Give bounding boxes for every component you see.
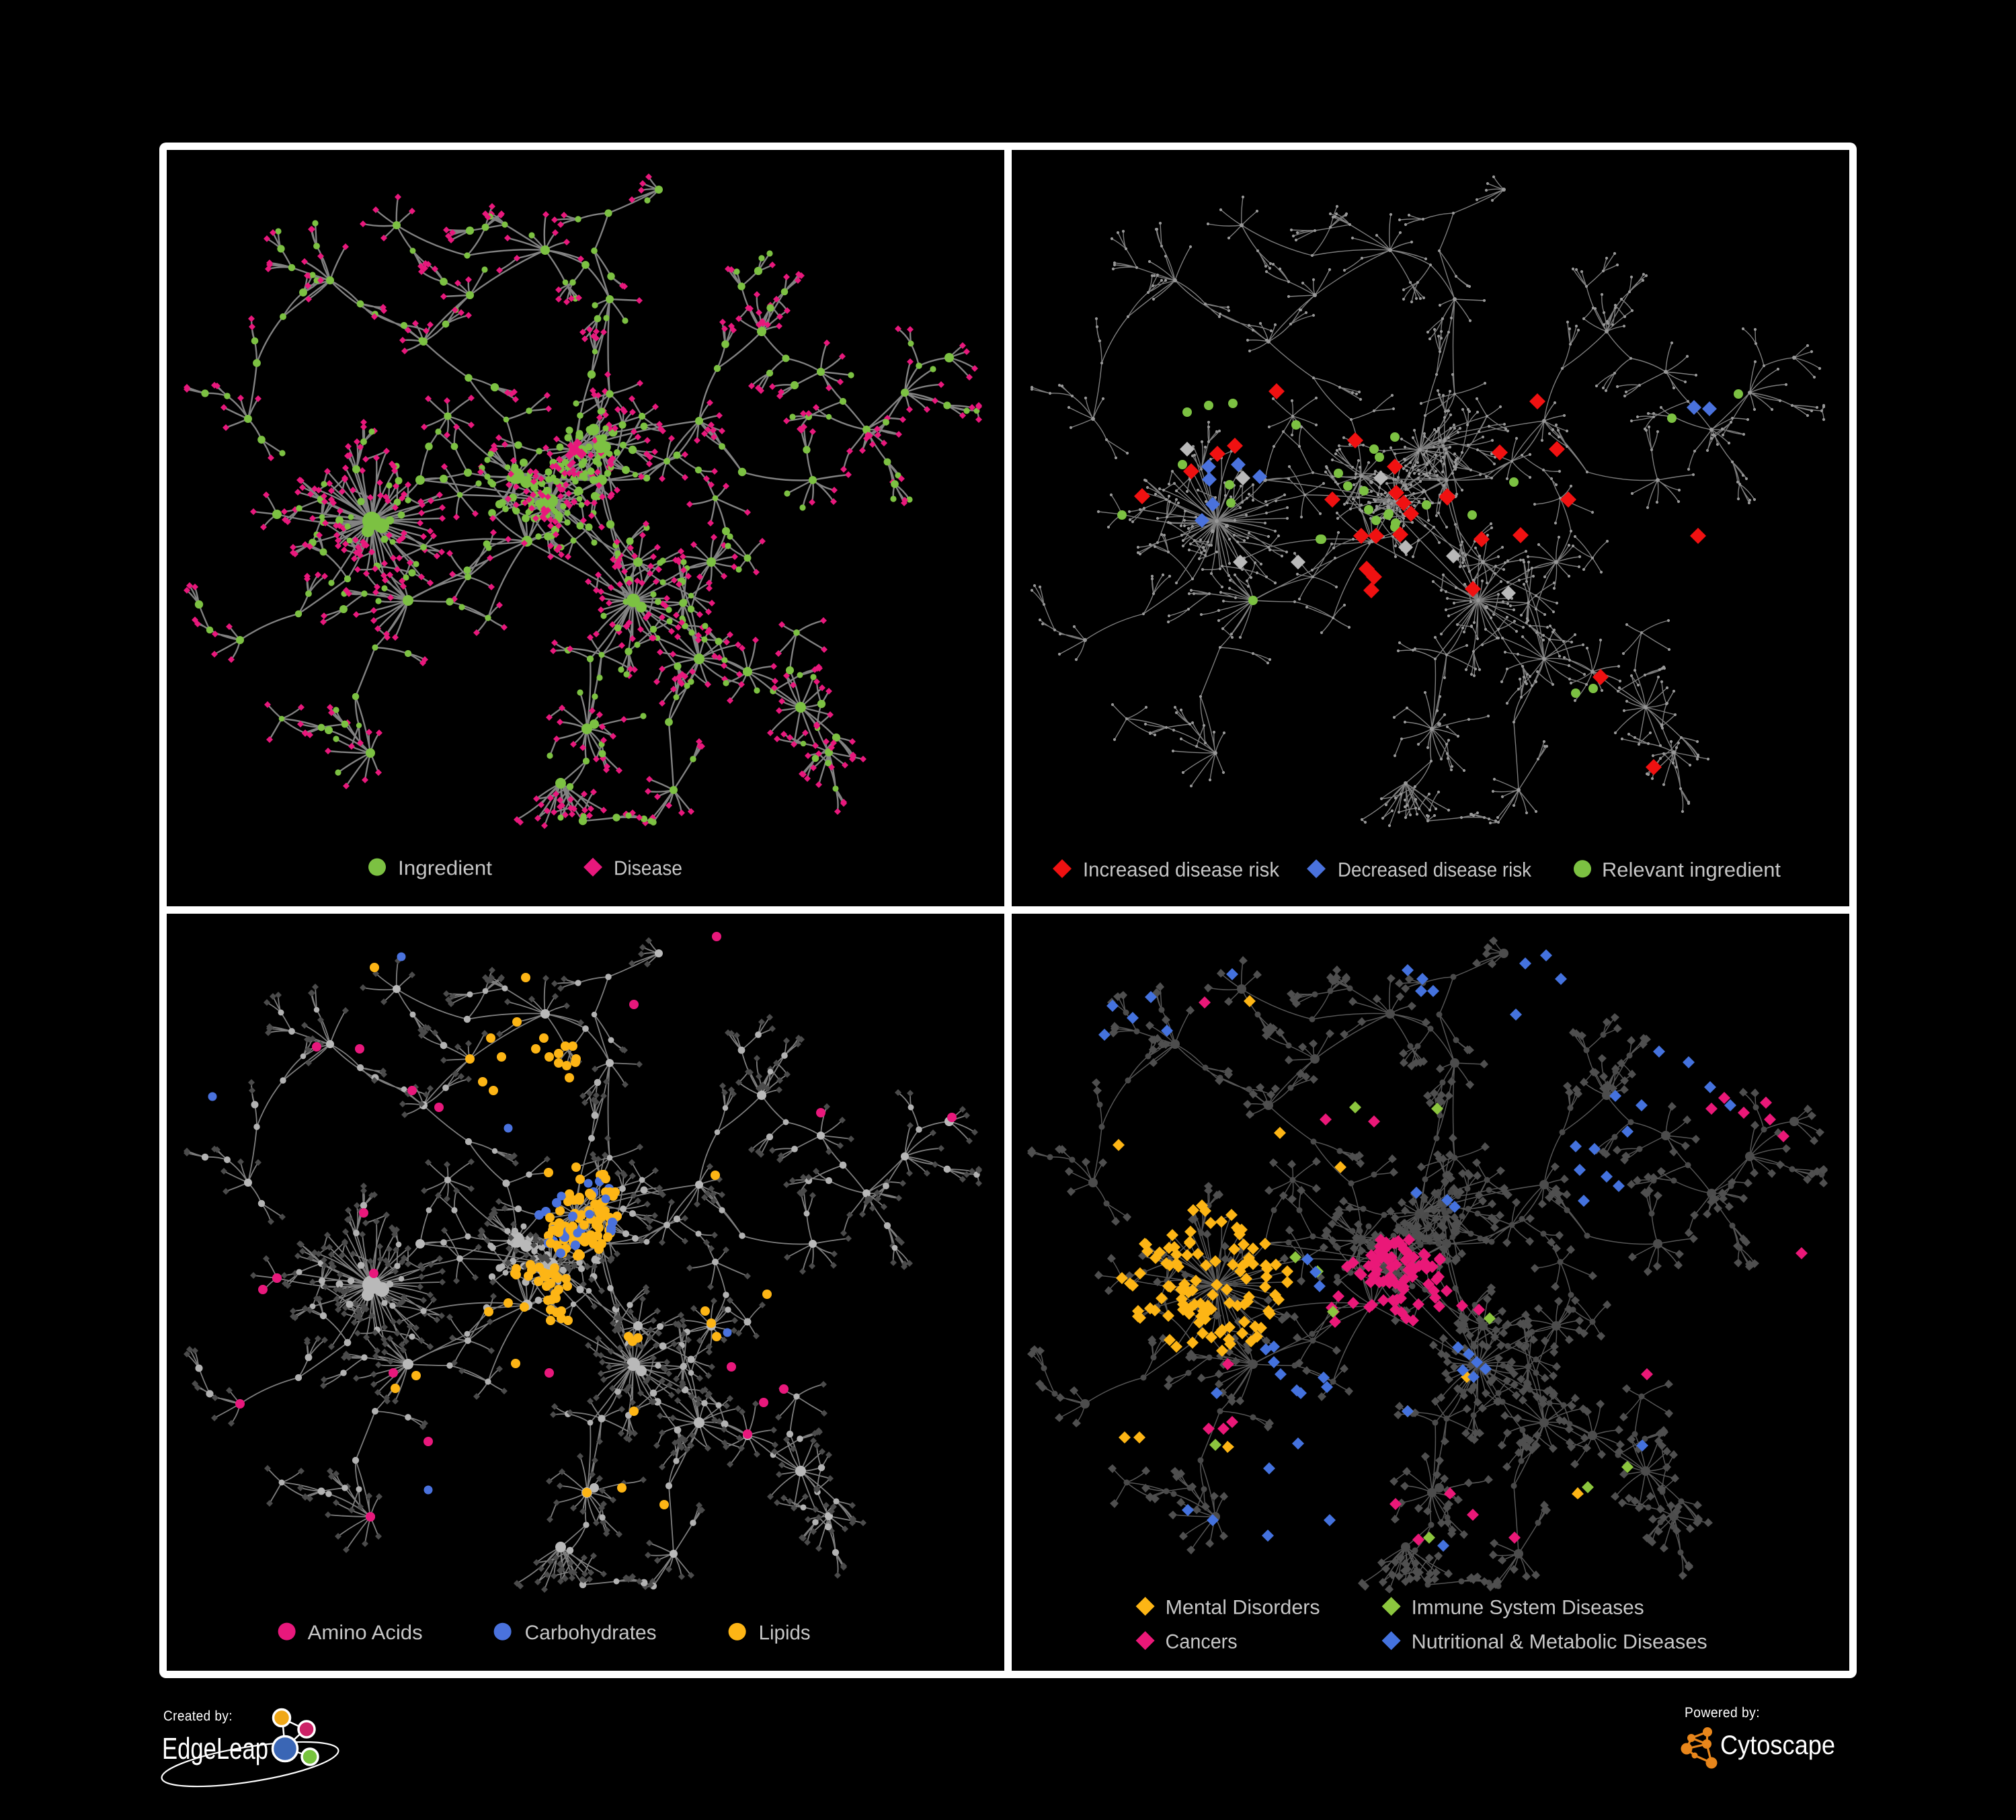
svg-text:Lipids: Lipids [759,1622,811,1644]
svg-text:Disease: Disease [614,857,682,879]
svg-text:Increased disease risk: Increased disease risk [1083,859,1280,881]
svg-text:Created by:: Created by: [163,1708,233,1724]
svg-text:Nutritional & Metabolic Diseas: Nutritional & Metabolic Diseases [1412,1631,1707,1653]
svg-text:Amino Acids: Amino Acids [308,1622,423,1644]
svg-text:Cytoscape: Cytoscape [1720,1731,1835,1760]
svg-text:Cancers: Cancers [1166,1631,1238,1653]
svg-text:Mental Disorders: Mental Disorders [1166,1597,1320,1619]
svg-text:EdgeLeap: EdgeLeap [162,1731,268,1766]
svg-text:Ingredient: Ingredient [398,857,493,879]
svg-text:Carbohydrates: Carbohydrates [525,1622,657,1644]
svg-text:Immune System Diseases: Immune System Diseases [1412,1597,1644,1619]
svg-text:Decreased disease risk: Decreased disease risk [1338,859,1532,881]
svg-text:Relevant ingredient: Relevant ingredient [1602,859,1781,881]
svg-text:Powered by:: Powered by: [1685,1705,1760,1720]
